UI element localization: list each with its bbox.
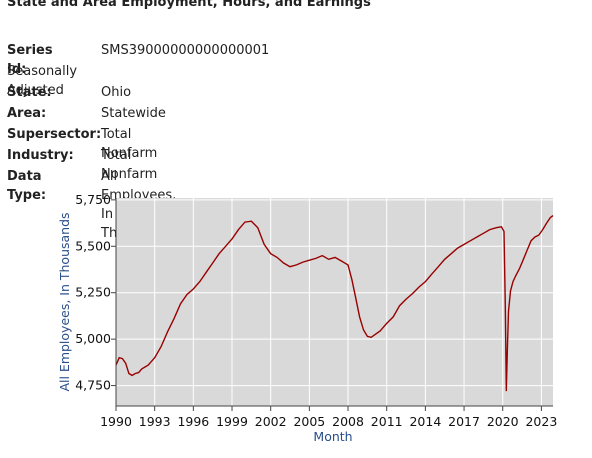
- x-tick-label: 2002: [255, 414, 287, 429]
- grid-lines: [115, 198, 553, 406]
- plot-area: [116, 198, 553, 406]
- page-title: State and Area Employment, Hours, and Ea…: [7, 0, 371, 10]
- supersector-value: Total Nonfarm: [101, 127, 158, 161]
- x-tick-label: 2008: [332, 414, 364, 429]
- x-tick-label: 1993: [139, 414, 171, 429]
- series-id-value: SMS39000000000000001: [101, 43, 270, 58]
- y-axis-label: All Employees, In Thousands: [57, 212, 72, 391]
- seasonal-adjustment-text: Seasonally Adjusted: [7, 64, 78, 98]
- series-line-all-employees: [115, 215, 554, 392]
- x-tick-label: 1996: [177, 414, 209, 429]
- area-label: Area:: [7, 106, 47, 121]
- x-tick-label: 2011: [371, 414, 403, 429]
- industry-value: Total Nonfarm: [101, 148, 158, 182]
- area-value: Statewide: [101, 106, 166, 121]
- x-tick-label: 1999: [216, 414, 248, 429]
- y-tick-label: 5,250: [75, 285, 111, 300]
- y-tick-label: 5,750: [75, 192, 111, 207]
- x-tick-label: 2017: [448, 414, 480, 429]
- x-tick-label: 2005: [293, 414, 325, 429]
- y-tick-label: 5,500: [75, 238, 111, 253]
- x-axis-ticks: 1990 1993 1996 1999 2002 2005 2008 2011 2014 2017…: [100, 406, 557, 429]
- x-tick-label: 2020: [487, 414, 519, 429]
- x-axis-label: Month: [313, 429, 352, 444]
- state-value: Ohio: [101, 85, 132, 100]
- industry-label: Industry:: [7, 148, 74, 163]
- x-tick-label: 2014: [409, 414, 441, 429]
- y-axis-ticks: 4,750 5,000 5,250 5,500 5,750: [75, 192, 116, 393]
- y-tick-label: 4,750: [75, 378, 111, 393]
- x-tick-label: 1990: [100, 414, 132, 429]
- x-tick-label: 2023: [525, 414, 557, 429]
- series-id-label: Series Id:: [7, 43, 53, 77]
- supersector-label: Supersector:: [7, 127, 102, 142]
- data-type-label: Data Type:: [7, 169, 47, 203]
- y-tick-label: 5,000: [75, 331, 111, 346]
- state-label: State:: [7, 85, 52, 100]
